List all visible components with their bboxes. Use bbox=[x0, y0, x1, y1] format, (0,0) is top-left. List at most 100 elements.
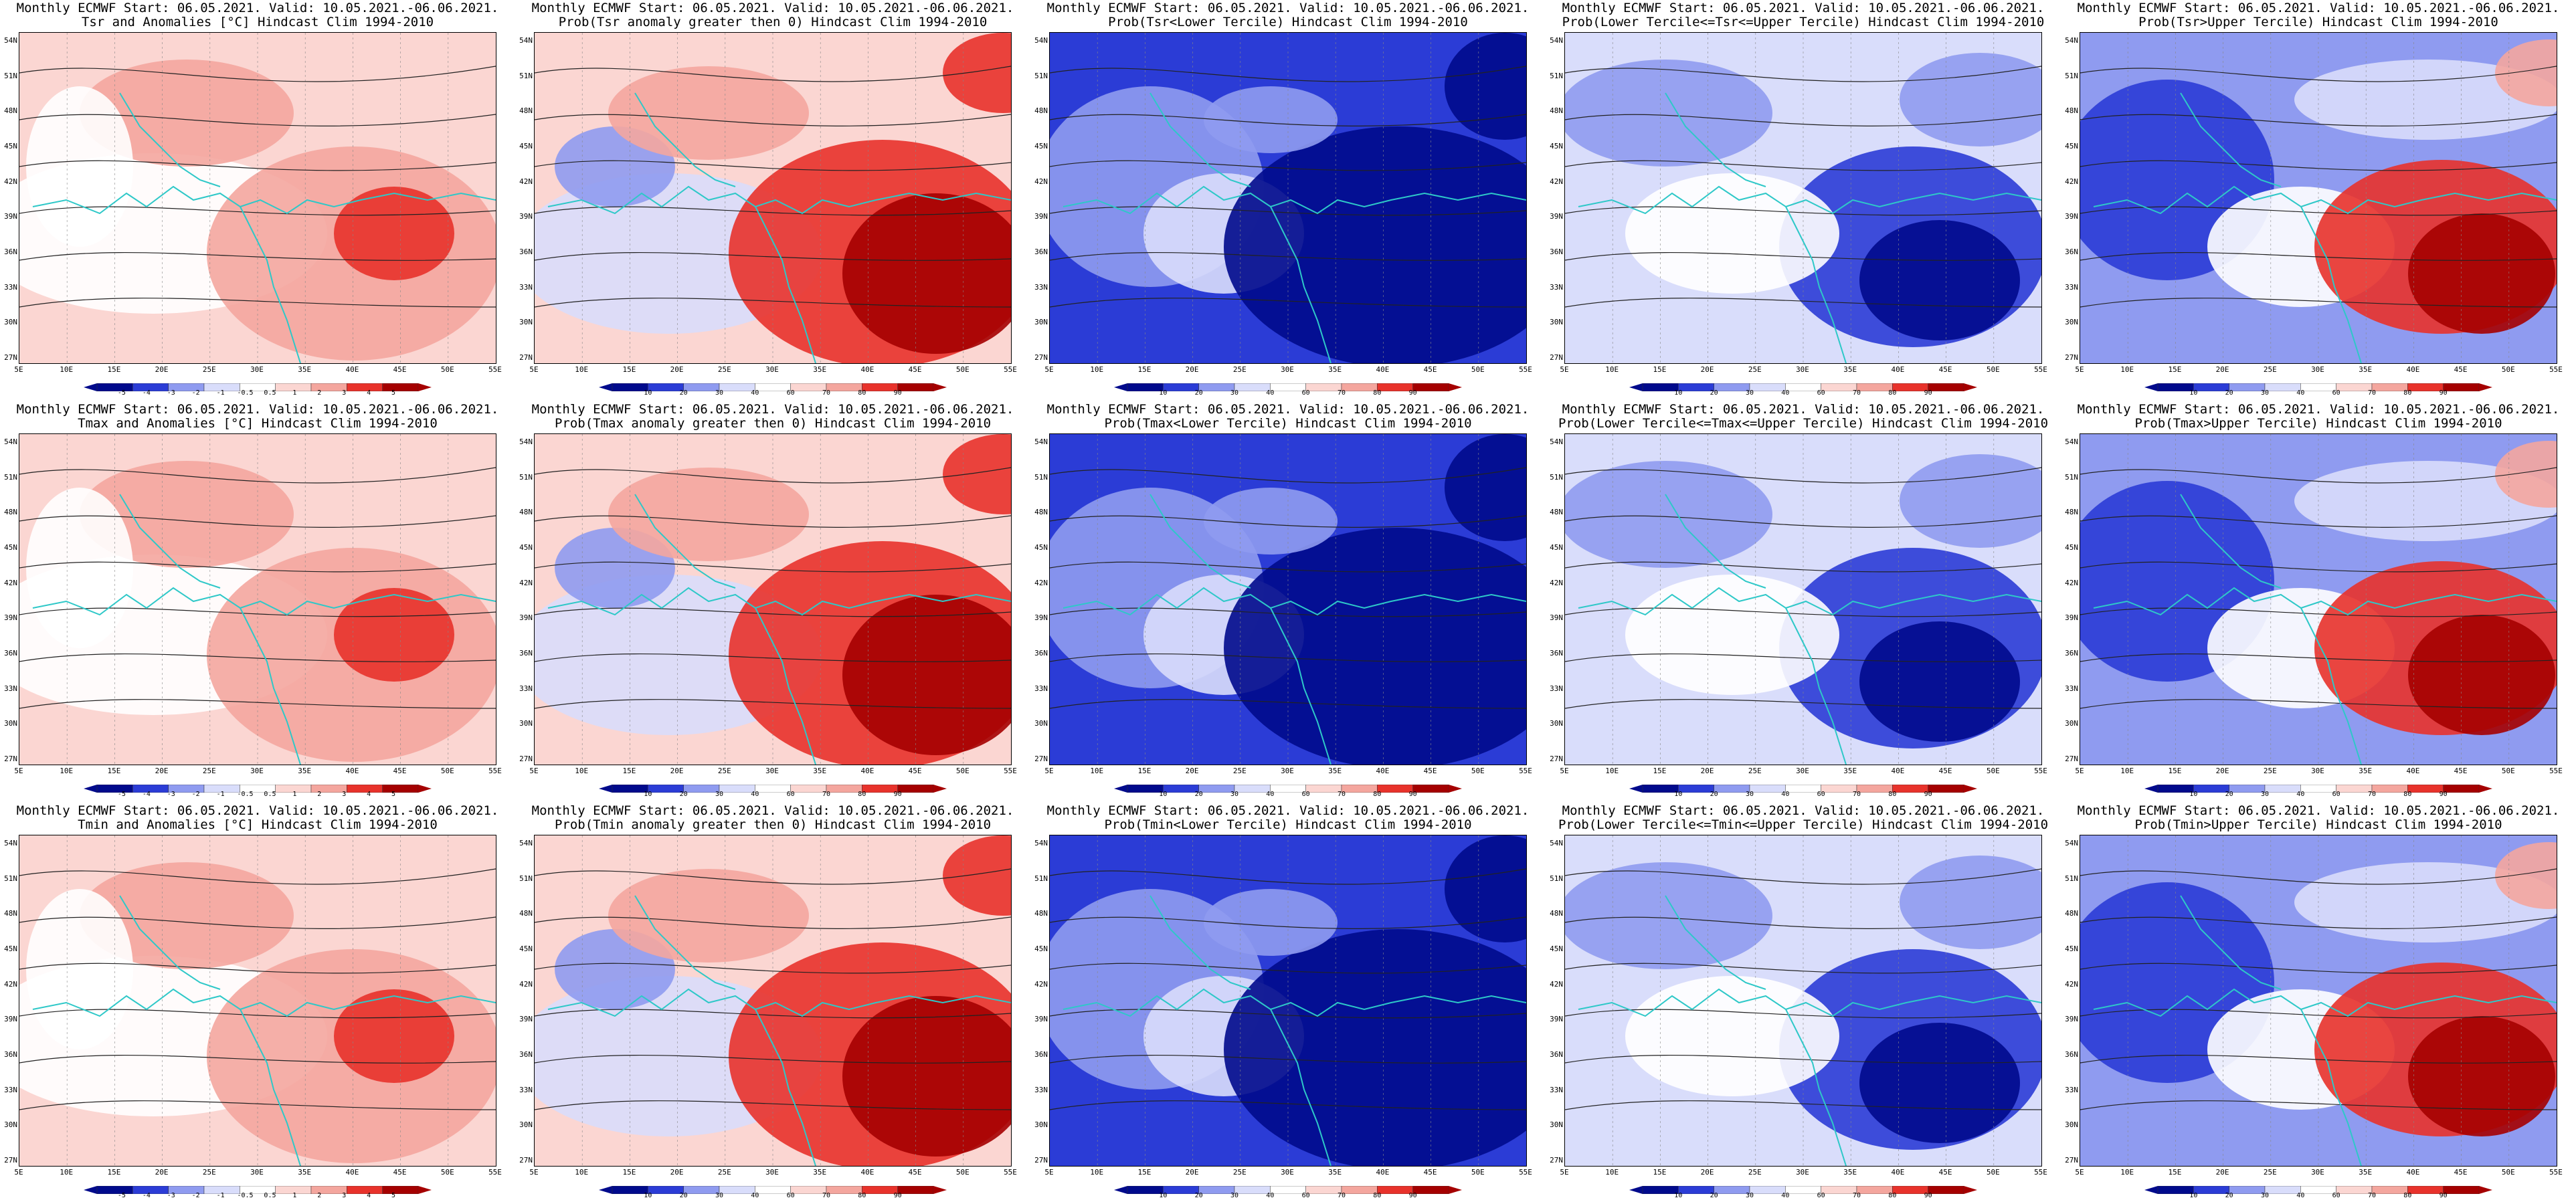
colorbar-arrow-right bbox=[1964, 785, 1977, 793]
colorbar-arrow-left bbox=[1629, 383, 1643, 391]
colorbar-tick-label: 70 bbox=[822, 389, 831, 397]
colorbar-swatches bbox=[599, 1185, 947, 1195]
colorbar-tick-label: 40 bbox=[751, 791, 759, 798]
colorbar-swatch bbox=[1341, 1185, 1378, 1195]
colorbar-swatch bbox=[1163, 383, 1199, 392]
lon-label: 5E bbox=[14, 365, 23, 374]
lat-label: 39N bbox=[519, 212, 533, 221]
lat-label: 54N bbox=[1550, 36, 1563, 45]
lat-label: 51N bbox=[1034, 71, 1048, 80]
colorbar-tick-label: 3 bbox=[342, 1192, 347, 1199]
colorbar-tick-label: -5 bbox=[117, 1192, 126, 1199]
coastline bbox=[1578, 587, 2041, 616]
lon-label: 40E bbox=[1376, 1168, 1390, 1177]
lon-label: 50E bbox=[440, 365, 454, 374]
colorbar-swatch bbox=[683, 784, 720, 793]
map-area bbox=[534, 835, 1012, 1167]
lat-label: 45N bbox=[1034, 543, 1048, 552]
isotherm-contour bbox=[19, 298, 496, 308]
colorbar-tick-label: 10 bbox=[1674, 389, 1683, 397]
panel-subtitle: Tmax and Anomalies [°C] Hindcast Clim 19… bbox=[78, 416, 438, 431]
colorbar-tick-label: 90 bbox=[1924, 1192, 1932, 1199]
colorbar-swatch bbox=[1198, 784, 1235, 793]
lon-label: 25E bbox=[1748, 1168, 1762, 1177]
forecast-panel: Monthly ECMWF Start: 06.05.2021. Valid: … bbox=[0, 803, 515, 1204]
lat-label: 45N bbox=[1550, 543, 1563, 552]
lon-label: 55E bbox=[2549, 365, 2563, 374]
colorbar-swatch bbox=[826, 784, 862, 793]
map-area bbox=[1049, 433, 1527, 765]
coastline bbox=[240, 1009, 301, 1166]
lat-label: 42N bbox=[4, 578, 17, 587]
colorbar-swatch bbox=[897, 784, 934, 793]
colorbar-tick-label: 0.5 bbox=[264, 791, 276, 798]
lon-label: 35E bbox=[1328, 1168, 1342, 1177]
isotherm-contour bbox=[1565, 868, 2041, 885]
lon-label: 50E bbox=[1471, 365, 1485, 374]
lat-label: 33N bbox=[1034, 282, 1048, 292]
colorbar-swatch bbox=[1377, 383, 1413, 392]
lon-label: 10E bbox=[575, 365, 589, 374]
coastline bbox=[32, 988, 496, 1017]
panel-header-line: Monthly ECMWF Start: 06.05.2021. Valid: … bbox=[531, 1, 1014, 15]
lat-label: 51N bbox=[1550, 874, 1563, 883]
lat-label: 39N bbox=[1550, 613, 1563, 623]
lon-label: 5E bbox=[1560, 1168, 1569, 1177]
shaded-region bbox=[2294, 862, 2557, 942]
lon-label: 45E bbox=[393, 365, 407, 374]
colorbar-arrow-left bbox=[599, 383, 612, 391]
lon-label: 50E bbox=[955, 767, 970, 775]
lat-label: 39N bbox=[4, 212, 17, 221]
colorbar-swatch bbox=[1678, 784, 1714, 793]
lat-label: 27N bbox=[1550, 1156, 1563, 1165]
lat-label: 42N bbox=[2065, 979, 2078, 989]
isotherm-contour bbox=[1565, 467, 2041, 484]
shaded-region bbox=[1565, 862, 1772, 969]
lat-label: 33N bbox=[1034, 684, 1048, 693]
colorbar-swatches bbox=[84, 383, 432, 392]
colorbar-tick-label: 80 bbox=[1888, 1192, 1897, 1199]
shaded-region bbox=[2495, 39, 2557, 106]
shaded-region bbox=[1224, 528, 1526, 765]
lat-label: 30N bbox=[2065, 719, 2078, 728]
lon-label: 35E bbox=[2359, 1168, 2373, 1177]
map-area bbox=[19, 433, 496, 765]
colorbar-arrow-right bbox=[418, 1186, 432, 1194]
isotherm-contour bbox=[1050, 607, 1526, 617]
lat-label: 54N bbox=[519, 437, 533, 446]
colorbar-swatch bbox=[1856, 383, 1893, 392]
lon-label: 25E bbox=[2263, 365, 2277, 374]
colorbar-swatch bbox=[1234, 784, 1271, 793]
lon-label: 15E bbox=[107, 767, 121, 775]
colorbar-tick-label: 40 bbox=[2296, 1192, 2305, 1199]
colorbar bbox=[2144, 783, 2492, 793]
colorbar-swatch bbox=[2371, 1185, 2408, 1195]
lat-label: 30N bbox=[1550, 318, 1563, 327]
colorbar-tick-label: 60 bbox=[786, 791, 795, 798]
lat-label: 42N bbox=[1034, 979, 1048, 989]
colorbar-tick-label: -0.5 bbox=[237, 1192, 254, 1199]
colorbar-tick-label: 60 bbox=[1817, 1192, 1825, 1199]
colorbar-arrow-right bbox=[2479, 383, 2492, 391]
colorbar-tick-label: 30 bbox=[2260, 791, 2270, 798]
lat-label: 42N bbox=[4, 979, 17, 989]
isotherm-contour bbox=[1050, 252, 1526, 261]
colorbar bbox=[599, 1184, 947, 1195]
colorbar-swatch bbox=[1928, 1185, 1964, 1195]
shaded-region bbox=[1204, 889, 1338, 956]
isotherm-contour bbox=[2080, 561, 2557, 573]
colorbar-tick-label: 20 bbox=[1194, 791, 1203, 798]
shaded-region bbox=[2408, 213, 2555, 334]
lat-label: 45N bbox=[1550, 142, 1563, 150]
lon-label: 25E bbox=[1748, 767, 1762, 775]
colorbar-tick-label: 3 bbox=[342, 791, 347, 798]
lat-label: 48N bbox=[2065, 909, 2078, 918]
isotherm-contour bbox=[1050, 699, 1526, 709]
colorbar-swatch bbox=[1678, 383, 1714, 392]
coastline bbox=[2180, 895, 2282, 990]
colorbar-tick-label: 60 bbox=[2332, 791, 2340, 798]
colorbar-tick-label: 90 bbox=[2439, 791, 2448, 798]
panel-header-line: Monthly ECMWF Start: 06.05.2021. Valid: … bbox=[531, 803, 1014, 818]
lat-label: 51N bbox=[1550, 472, 1563, 482]
lat-label: 54N bbox=[4, 36, 17, 45]
